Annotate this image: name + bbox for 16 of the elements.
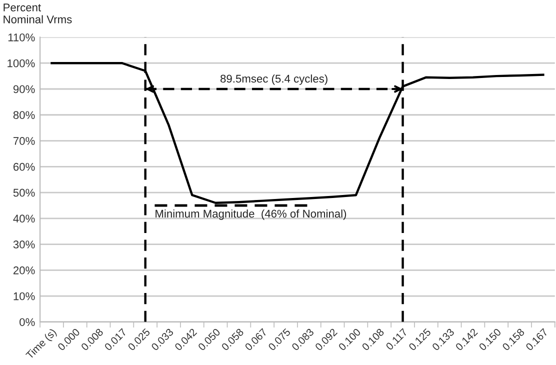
x-tick-label: Time (s) bbox=[25, 328, 58, 361]
annotation: Minimum Magnitude (46% of Nominal) bbox=[156, 209, 346, 220]
y-tick-label: 70% bbox=[14, 137, 35, 145]
y-tick-label: 30% bbox=[13, 240, 35, 248]
y-axis-title: Percent Nominal Vrms bbox=[4, 4, 72, 24]
y-tick-label: 60% bbox=[13, 162, 35, 171]
y-tick-label: 80% bbox=[13, 111, 35, 120]
y-tick-label: 20% bbox=[13, 266, 35, 274]
y-tick-label: 0% bbox=[20, 318, 35, 326]
y-tick-label: 110% bbox=[8, 33, 35, 42]
annotation: 89.5msec (5.4 cycles) bbox=[220, 74, 328, 85]
y-tick-label: 100% bbox=[8, 59, 35, 68]
y-tick-label: 40% bbox=[13, 214, 35, 223]
y-tick-label: 90% bbox=[13, 85, 35, 94]
y-tick-label: 10% bbox=[14, 292, 35, 300]
y-tick-label: 50% bbox=[13, 188, 35, 197]
